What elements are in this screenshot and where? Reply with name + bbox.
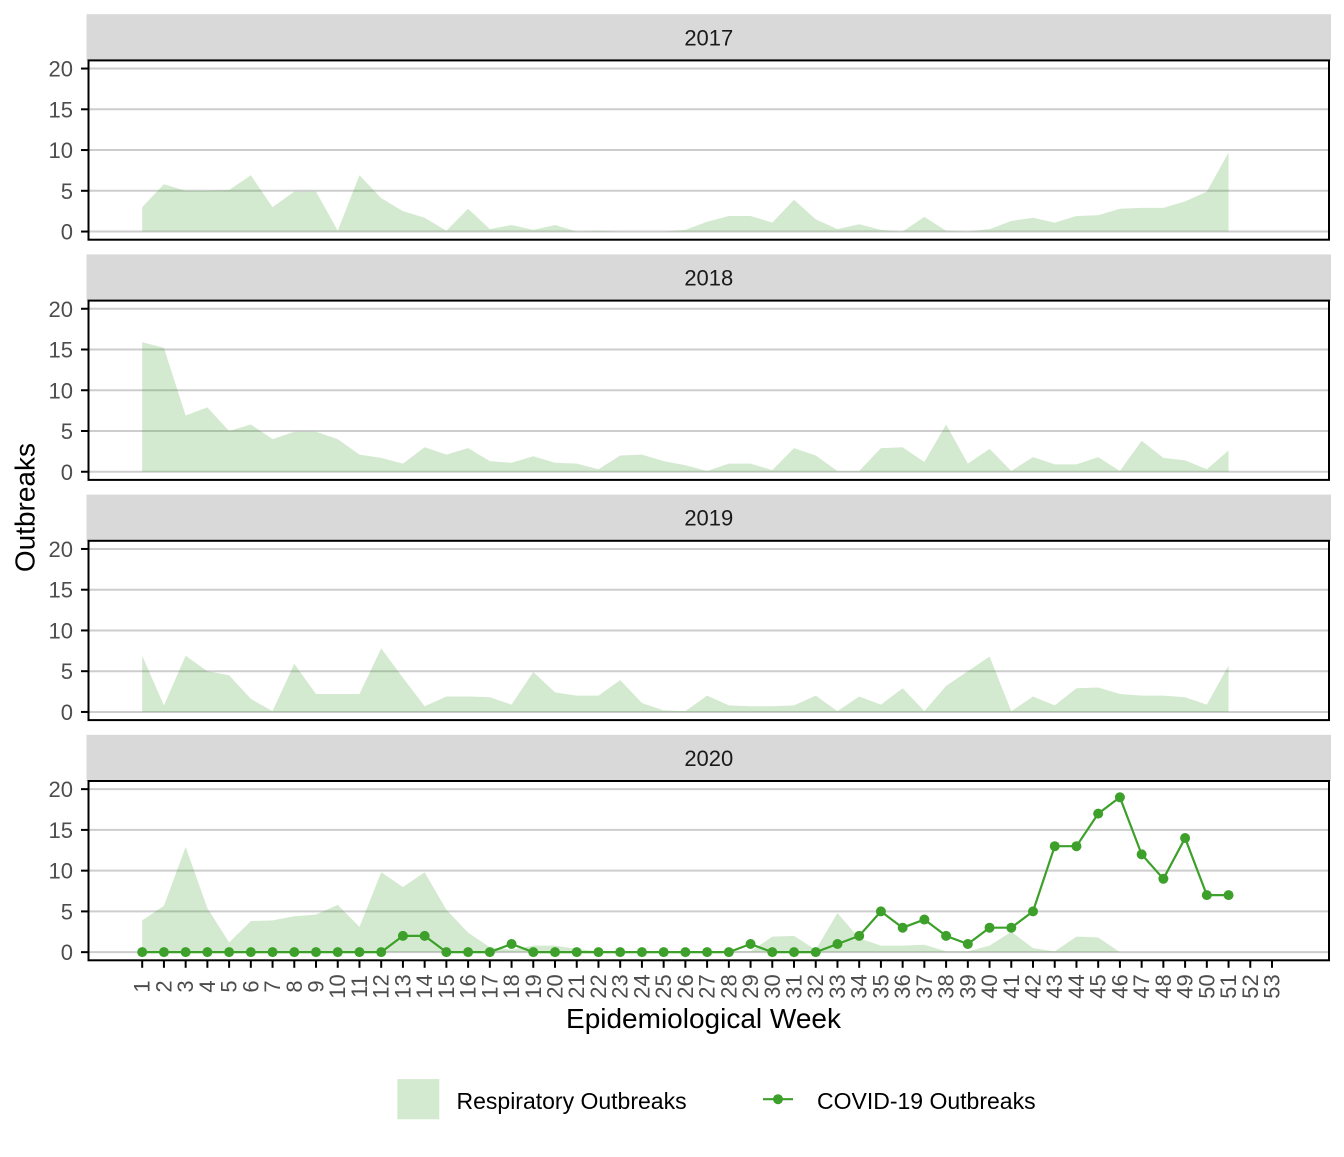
svg-text:COVID-19 Outbreaks: COVID-19 Outbreaks xyxy=(817,1088,1036,1114)
svg-text:29: 29 xyxy=(738,974,763,998)
svg-text:20: 20 xyxy=(49,777,73,802)
svg-text:5: 5 xyxy=(61,179,73,204)
svg-text:9: 9 xyxy=(304,980,329,992)
svg-text:52: 52 xyxy=(1238,974,1263,998)
svg-text:15: 15 xyxy=(49,578,73,603)
svg-text:20: 20 xyxy=(49,57,73,82)
svg-text:37: 37 xyxy=(912,974,937,998)
svg-text:15: 15 xyxy=(434,974,459,998)
svg-text:39: 39 xyxy=(955,974,980,998)
svg-text:2018: 2018 xyxy=(684,266,733,291)
svg-text:15: 15 xyxy=(49,97,73,122)
svg-text:Outbreaks: Outbreaks xyxy=(10,443,41,572)
svg-text:10: 10 xyxy=(49,618,73,643)
svg-text:33: 33 xyxy=(825,974,850,998)
svg-text:30: 30 xyxy=(760,974,785,998)
svg-text:49: 49 xyxy=(1173,974,1198,998)
svg-text:36: 36 xyxy=(890,974,915,998)
svg-text:42: 42 xyxy=(1021,974,1046,998)
svg-text:10: 10 xyxy=(49,859,73,884)
svg-text:23: 23 xyxy=(608,974,633,998)
svg-text:26: 26 xyxy=(673,974,698,998)
svg-text:12: 12 xyxy=(369,974,394,998)
svg-text:15: 15 xyxy=(49,818,73,843)
svg-text:0: 0 xyxy=(61,700,73,725)
svg-text:5: 5 xyxy=(61,659,73,684)
svg-text:20: 20 xyxy=(543,974,568,998)
svg-text:7: 7 xyxy=(260,980,285,992)
svg-text:44: 44 xyxy=(1064,974,1089,998)
svg-text:10: 10 xyxy=(49,138,73,163)
svg-text:Epidemiological Week: Epidemiological Week xyxy=(566,1003,842,1034)
svg-text:24: 24 xyxy=(629,974,654,998)
svg-text:21: 21 xyxy=(564,974,589,998)
svg-text:5: 5 xyxy=(61,899,73,924)
svg-text:16: 16 xyxy=(456,974,481,998)
svg-text:31: 31 xyxy=(782,974,807,998)
svg-text:38: 38 xyxy=(934,974,959,998)
svg-text:32: 32 xyxy=(803,974,828,998)
svg-text:20: 20 xyxy=(49,297,73,322)
svg-text:47: 47 xyxy=(1129,974,1154,998)
svg-text:43: 43 xyxy=(1042,974,1067,998)
svg-text:4: 4 xyxy=(195,980,220,992)
svg-text:1: 1 xyxy=(130,980,155,992)
svg-text:8: 8 xyxy=(282,980,307,992)
svg-text:14: 14 xyxy=(412,974,437,998)
svg-text:Respiratory Outbreaks: Respiratory Outbreaks xyxy=(457,1088,687,1114)
svg-text:50: 50 xyxy=(1194,974,1219,998)
svg-text:2: 2 xyxy=(151,980,176,992)
svg-text:35: 35 xyxy=(868,974,893,998)
svg-text:5: 5 xyxy=(217,980,242,992)
svg-text:19: 19 xyxy=(521,974,546,998)
svg-text:17: 17 xyxy=(477,974,502,998)
svg-text:11: 11 xyxy=(347,975,372,998)
svg-text:15: 15 xyxy=(49,338,73,363)
svg-text:22: 22 xyxy=(586,974,611,998)
svg-text:10: 10 xyxy=(325,974,350,998)
svg-text:45: 45 xyxy=(1086,974,1111,998)
svg-text:3: 3 xyxy=(173,980,198,992)
svg-text:53: 53 xyxy=(1260,974,1285,998)
svg-text:46: 46 xyxy=(1107,974,1132,998)
svg-text:41: 41 xyxy=(999,974,1024,998)
svg-text:28: 28 xyxy=(716,974,741,998)
svg-text:2017: 2017 xyxy=(684,25,733,50)
svg-text:13: 13 xyxy=(390,974,415,998)
svg-text:34: 34 xyxy=(847,974,872,998)
svg-text:27: 27 xyxy=(695,974,720,998)
svg-text:25: 25 xyxy=(651,974,676,998)
svg-text:40: 40 xyxy=(977,974,1002,998)
svg-text:6: 6 xyxy=(238,980,263,992)
svg-text:5: 5 xyxy=(61,419,73,444)
svg-text:18: 18 xyxy=(499,974,524,998)
svg-text:48: 48 xyxy=(1151,974,1176,998)
svg-text:0: 0 xyxy=(61,220,73,245)
svg-text:51: 51 xyxy=(1216,974,1241,998)
svg-text:2019: 2019 xyxy=(684,506,733,531)
svg-text:20: 20 xyxy=(49,537,73,562)
svg-text:10: 10 xyxy=(49,378,73,403)
svg-text:0: 0 xyxy=(61,940,73,965)
svg-text:0: 0 xyxy=(61,460,73,485)
svg-text:2020: 2020 xyxy=(684,746,733,771)
